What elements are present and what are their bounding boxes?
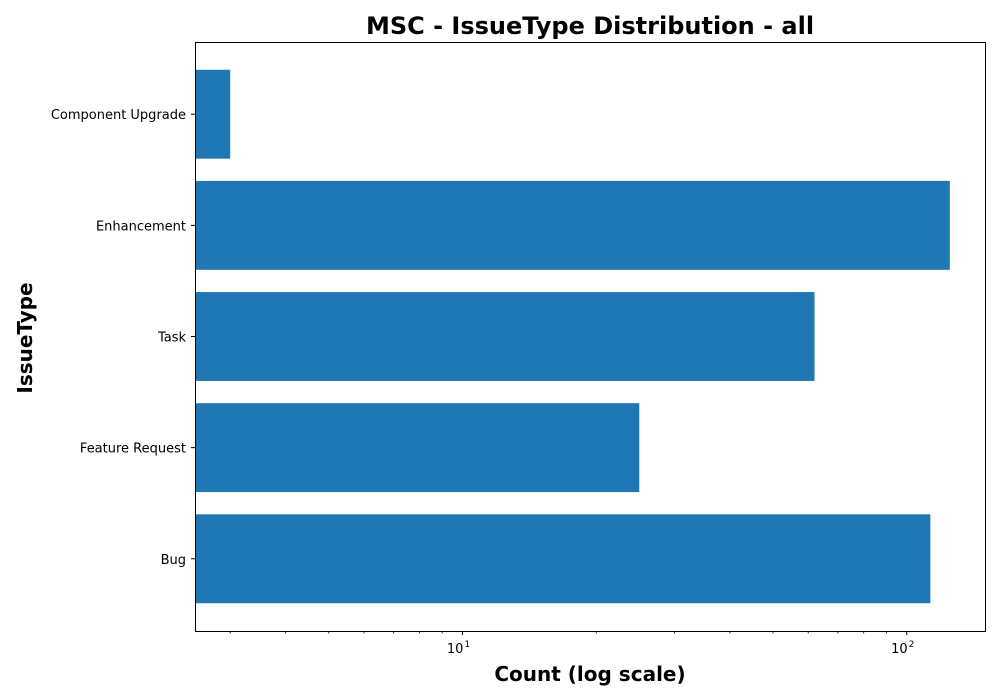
x-axis-label: Count (log scale) — [494, 662, 685, 686]
y-tick-label: Task — [157, 331, 187, 346]
x-tick-label: 101 — [447, 640, 470, 657]
bar-bug — [195, 514, 931, 604]
y-axis: Bug Feature Request Task Enhancement Compone… — [51, 108, 195, 568]
y-axis-label: IssueType — [13, 282, 37, 393]
y-tick-label: Bug — [161, 553, 186, 568]
y-tick-label: Feature Request — [80, 442, 186, 457]
bar-enhancement — [195, 180, 950, 270]
bar-component-upgrade — [195, 69, 231, 159]
x-tick-label: 102 — [891, 640, 914, 657]
y-tick-label: Enhancement — [96, 219, 186, 234]
x-axis: 101 102 — [229, 631, 914, 657]
chart-title: MSC - IssueType Distribution - all — [366, 12, 814, 40]
bars-group — [195, 69, 950, 604]
y-tick-label: Component Upgrade — [51, 108, 186, 123]
bar-task — [195, 292, 815, 381]
plot-frame — [195, 42, 986, 632]
bar-feature-request — [195, 403, 640, 493]
